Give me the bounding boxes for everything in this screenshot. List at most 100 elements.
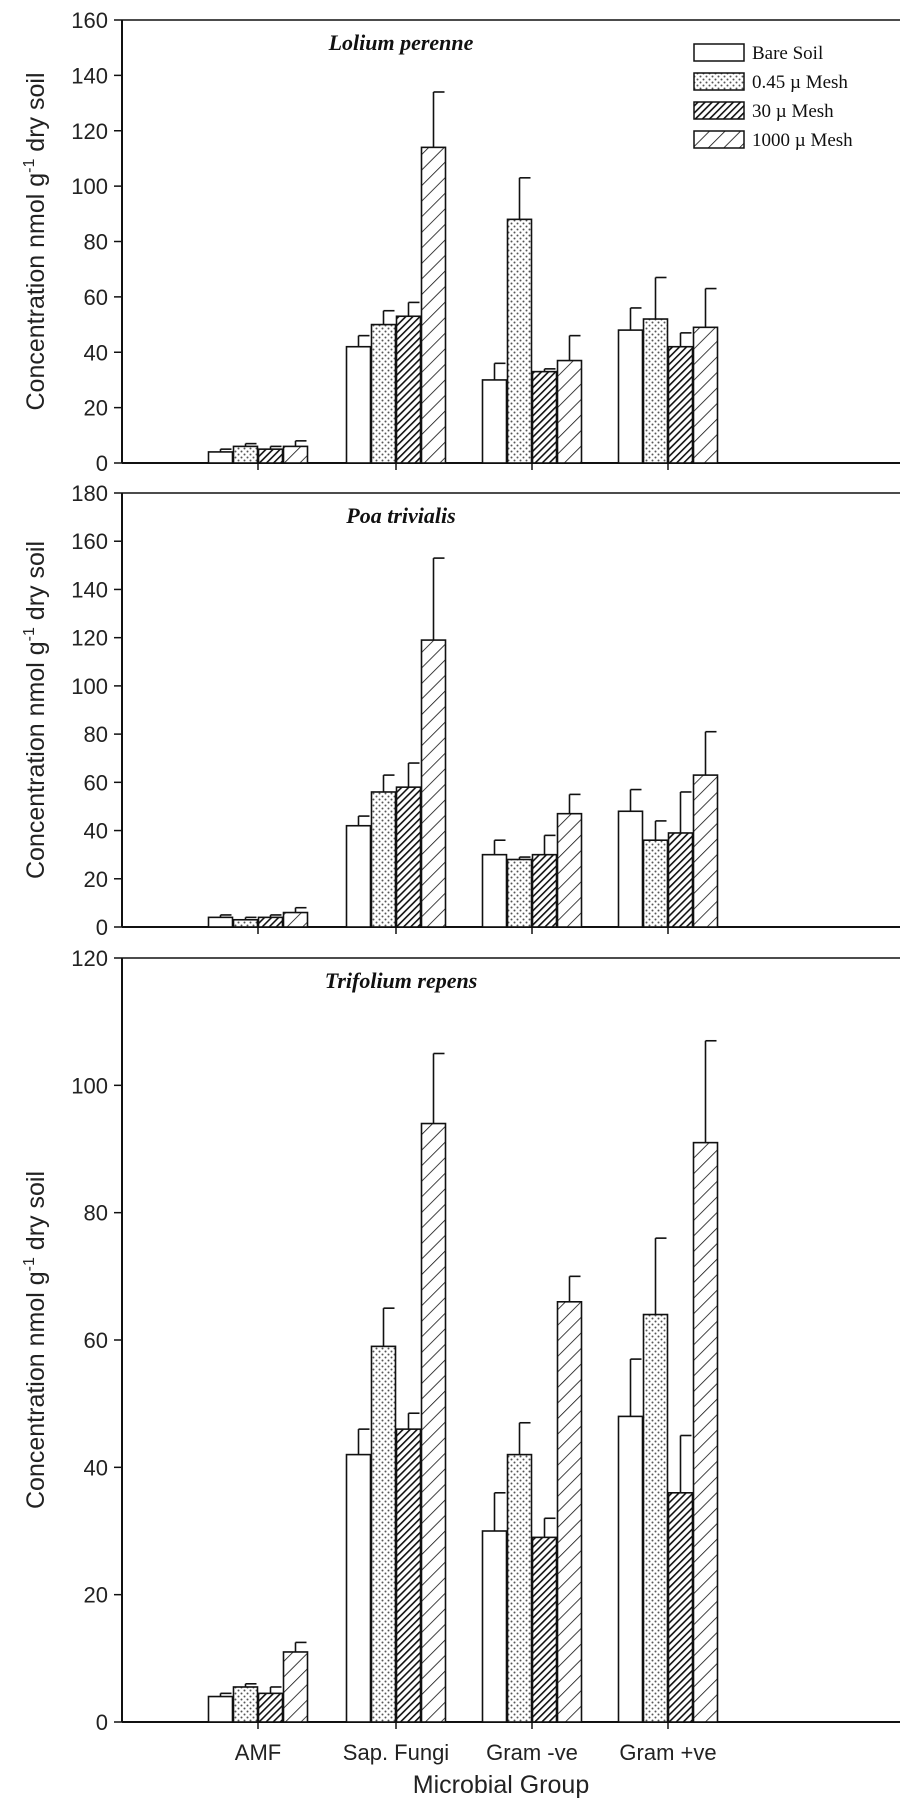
bar-30-mesh-amf [257, 448, 284, 464]
bar-1000-mesh-sap-fungi [420, 639, 447, 928]
y-tick-label: 160 [71, 529, 108, 554]
legend-label-1000-mesh: 1000 µ Mesh [752, 130, 853, 151]
bar-30-mesh-gram-ve [667, 832, 694, 928]
bar-bare-soil-amf [207, 451, 234, 464]
bar-bare-soil-amf [207, 1695, 234, 1723]
bar-0-45-mesh-gram-ve [506, 858, 533, 928]
panel-lolium-perenne: 0 20 40 60 80 100 120 140 160 Lolium perenne [71, 8, 900, 476]
y-tick-label: 80 [84, 722, 108, 747]
y-axis-title-tail: dry soil [22, 541, 50, 627]
legend-swatch-1000-mesh [693, 130, 745, 149]
y-tick-label: 80 [84, 1201, 108, 1226]
y-axis-title-superscript: -1 [21, 1257, 38, 1271]
bar-bare-soil-sap-fungi [345, 824, 372, 928]
y-tick-label: 20 [84, 1583, 108, 1608]
bar-1000-mesh-amf [282, 1651, 309, 1723]
y-tick-label: 140 [71, 63, 108, 88]
bar-bare-soil-gram-ve [617, 1415, 644, 1723]
y-axis-title: Concentration nmol g-1 dry soil [21, 541, 50, 879]
bar-0-45-mesh-amf [232, 918, 259, 928]
y-tick-label: 140 [71, 577, 108, 602]
bar-30-mesh-sap-fungi [395, 786, 422, 928]
y-axis-title: Concentration nmol g-1 dry soil [21, 1171, 50, 1509]
bar-0-45-mesh-gram-ve [642, 318, 669, 464]
bar-1000-mesh-gram-ve [692, 774, 719, 928]
y-tick-label: 100 [71, 174, 108, 199]
y-tick-label: 40 [84, 1455, 108, 1480]
bar-1000-mesh-gram-ve [692, 326, 719, 464]
y-tick-label: 160 [71, 8, 108, 33]
x-axis-title: Microbial Group [413, 1771, 589, 1799]
y-tick-label: 60 [84, 1328, 108, 1353]
bar-30-mesh-sap-fungi [395, 1428, 422, 1723]
y-tick-label: 120 [71, 946, 108, 971]
bar-0-45-mesh-gram-ve [506, 1453, 533, 1723]
bar-30-mesh-gram-ve [531, 1536, 558, 1723]
category-label-sap-fungi: Sap. Fungi [343, 1740, 449, 1765]
bar-1000-mesh-gram-ve [556, 359, 583, 464]
bar-0-45-mesh-gram-ve [642, 839, 669, 928]
y-tick-label: 20 [84, 396, 108, 421]
panel-title: Poa trivialis [345, 503, 455, 528]
legend-label-bare-soil: Bare Soil [752, 43, 823, 64]
bar-0-45-mesh-sap-fungi [370, 323, 397, 464]
bar-30-mesh-gram-ve [531, 370, 558, 464]
bar-bare-soil-amf [207, 916, 234, 928]
bar-30-mesh-gram-ve [667, 1492, 694, 1723]
y-tick-label: 40 [84, 340, 108, 365]
bar-bare-soil-sap-fungi [345, 345, 372, 464]
category-label-gram-ve: Gram +ve [619, 1740, 716, 1765]
bar-1000-mesh-gram-ve [556, 812, 583, 928]
bar-bare-soil-gram-ve [617, 329, 644, 464]
bar-30-mesh-gram-ve [667, 345, 694, 464]
bar-30-mesh-amf [257, 916, 284, 928]
bar-1000-mesh-gram-ve [556, 1301, 583, 1723]
y-tick-label: 80 [84, 230, 108, 255]
bar-30-mesh-gram-ve [531, 853, 558, 928]
y-tick-label: 20 [84, 867, 108, 892]
bar-0-45-mesh-amf [232, 1686, 259, 1723]
bar-bare-soil-gram-ve [481, 1530, 508, 1723]
bar-bare-soil-gram-ve [481, 379, 508, 464]
y-tick-label: 40 [84, 819, 108, 844]
panel-trifolium-repens: 0 20 40 60 80 100 120 AMF Sap. Fungi Gram -ve Gram… [71, 946, 900, 1765]
legend-swatch-0-45-mesh [693, 72, 745, 91]
y-tick-label: 0 [96, 1710, 108, 1735]
bar-1000-mesh-amf [282, 911, 309, 928]
y-tick-label: 180 [71, 481, 108, 506]
bar-30-mesh-amf [257, 1692, 284, 1723]
panel-poa-trivialis: 0 20 40 60 80 100 120 140 160 180 Poa trivialis [71, 481, 900, 940]
bar-1000-mesh-sap-fungi [420, 1122, 447, 1723]
y-tick-label: 100 [71, 1073, 108, 1098]
bar-0-45-mesh-gram-ve [506, 218, 533, 464]
bar-0-45-mesh-sap-fungi [370, 791, 397, 928]
y-axis-title-tail: dry soil [22, 72, 50, 158]
panel-title: Lolium perenne [328, 30, 474, 55]
y-tick-label: 120 [71, 119, 108, 144]
y-axis-title-tail: dry soil [22, 1171, 50, 1257]
category-label-gram-ve: Gram -ve [486, 1740, 578, 1765]
bar-bare-soil-sap-fungi [345, 1453, 372, 1723]
y-tick-label: 0 [96, 915, 108, 940]
legend-swatch-30-mesh [693, 101, 745, 120]
panel-title: Trifolium repens [325, 968, 478, 993]
legend-label-30-mesh: 30 µ Mesh [752, 101, 834, 122]
legend-label-0-45-mesh: 0.45 µ Mesh [752, 72, 848, 93]
bar-0-45-mesh-amf [232, 445, 259, 464]
bar-bare-soil-gram-ve [617, 810, 644, 928]
bar-1000-mesh-sap-fungi [420, 146, 447, 464]
y-axis-title-superscript: -1 [21, 627, 38, 641]
category-label-amf: AMF [235, 1740, 281, 1765]
y-tick-label: 60 [84, 285, 108, 310]
legend-swatch-bare-soil [693, 43, 745, 62]
y-axis-title: Concentration nmol g-1 dry soil [21, 72, 50, 410]
y-axis-title-main: Concentration nmol g [22, 1271, 50, 1509]
bar-1000-mesh-gram-ve [692, 1141, 719, 1723]
y-axis-title-superscript: -1 [21, 159, 38, 173]
y-axis-title-main: Concentration nmol g [22, 641, 50, 879]
y-tick-label: 0 [96, 451, 108, 476]
bar-30-mesh-sap-fungi [395, 315, 422, 464]
bar-1000-mesh-amf [282, 445, 309, 464]
y-tick-label: 100 [71, 674, 108, 699]
